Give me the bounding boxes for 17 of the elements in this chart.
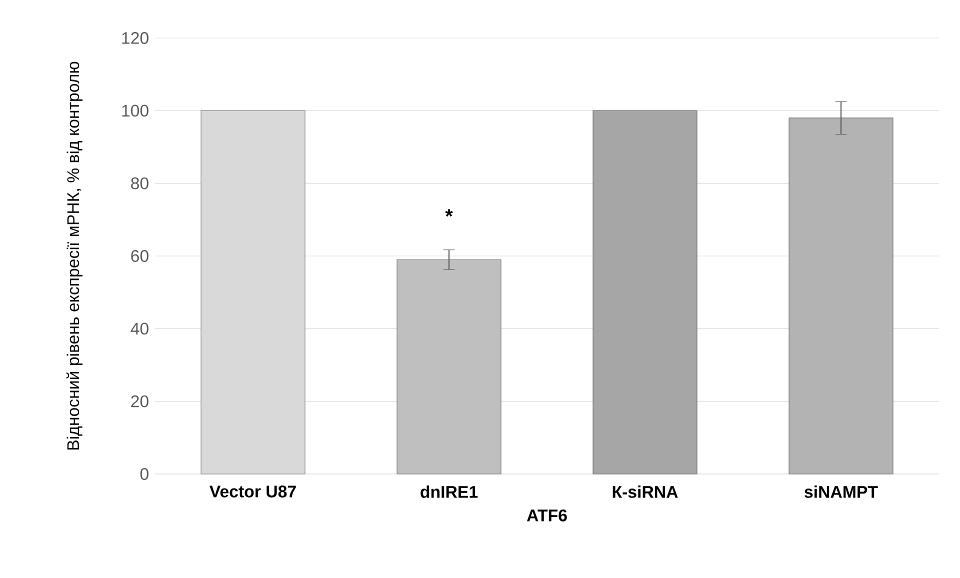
y-axis-title: Відносний рівень експресії мРНК, % від контролю bbox=[66, 62, 82, 450]
y-tick-label: 20 bbox=[131, 395, 148, 408]
bar bbox=[788, 118, 894, 474]
y-tick-label: 100 bbox=[122, 104, 148, 117]
y-tick-label: 60 bbox=[131, 250, 148, 262]
bar bbox=[396, 259, 502, 474]
y-tick-label: 40 bbox=[130, 322, 148, 335]
y-tick-label: 120 bbox=[122, 32, 148, 44]
y-tick-label: 80 bbox=[131, 177, 148, 190]
x-axis-title: ATF6 bbox=[526, 509, 567, 522]
x-tick-label: К-siRNA bbox=[612, 486, 678, 498]
x-tick-label: dnIRE1 bbox=[420, 486, 478, 498]
annotation: * bbox=[445, 209, 453, 217]
y-tick-label: 0 bbox=[140, 468, 148, 480]
x-tick-label: Vector U87 bbox=[210, 486, 296, 498]
x-tick-label: siNAMPT bbox=[804, 486, 878, 498]
bar bbox=[592, 110, 698, 474]
